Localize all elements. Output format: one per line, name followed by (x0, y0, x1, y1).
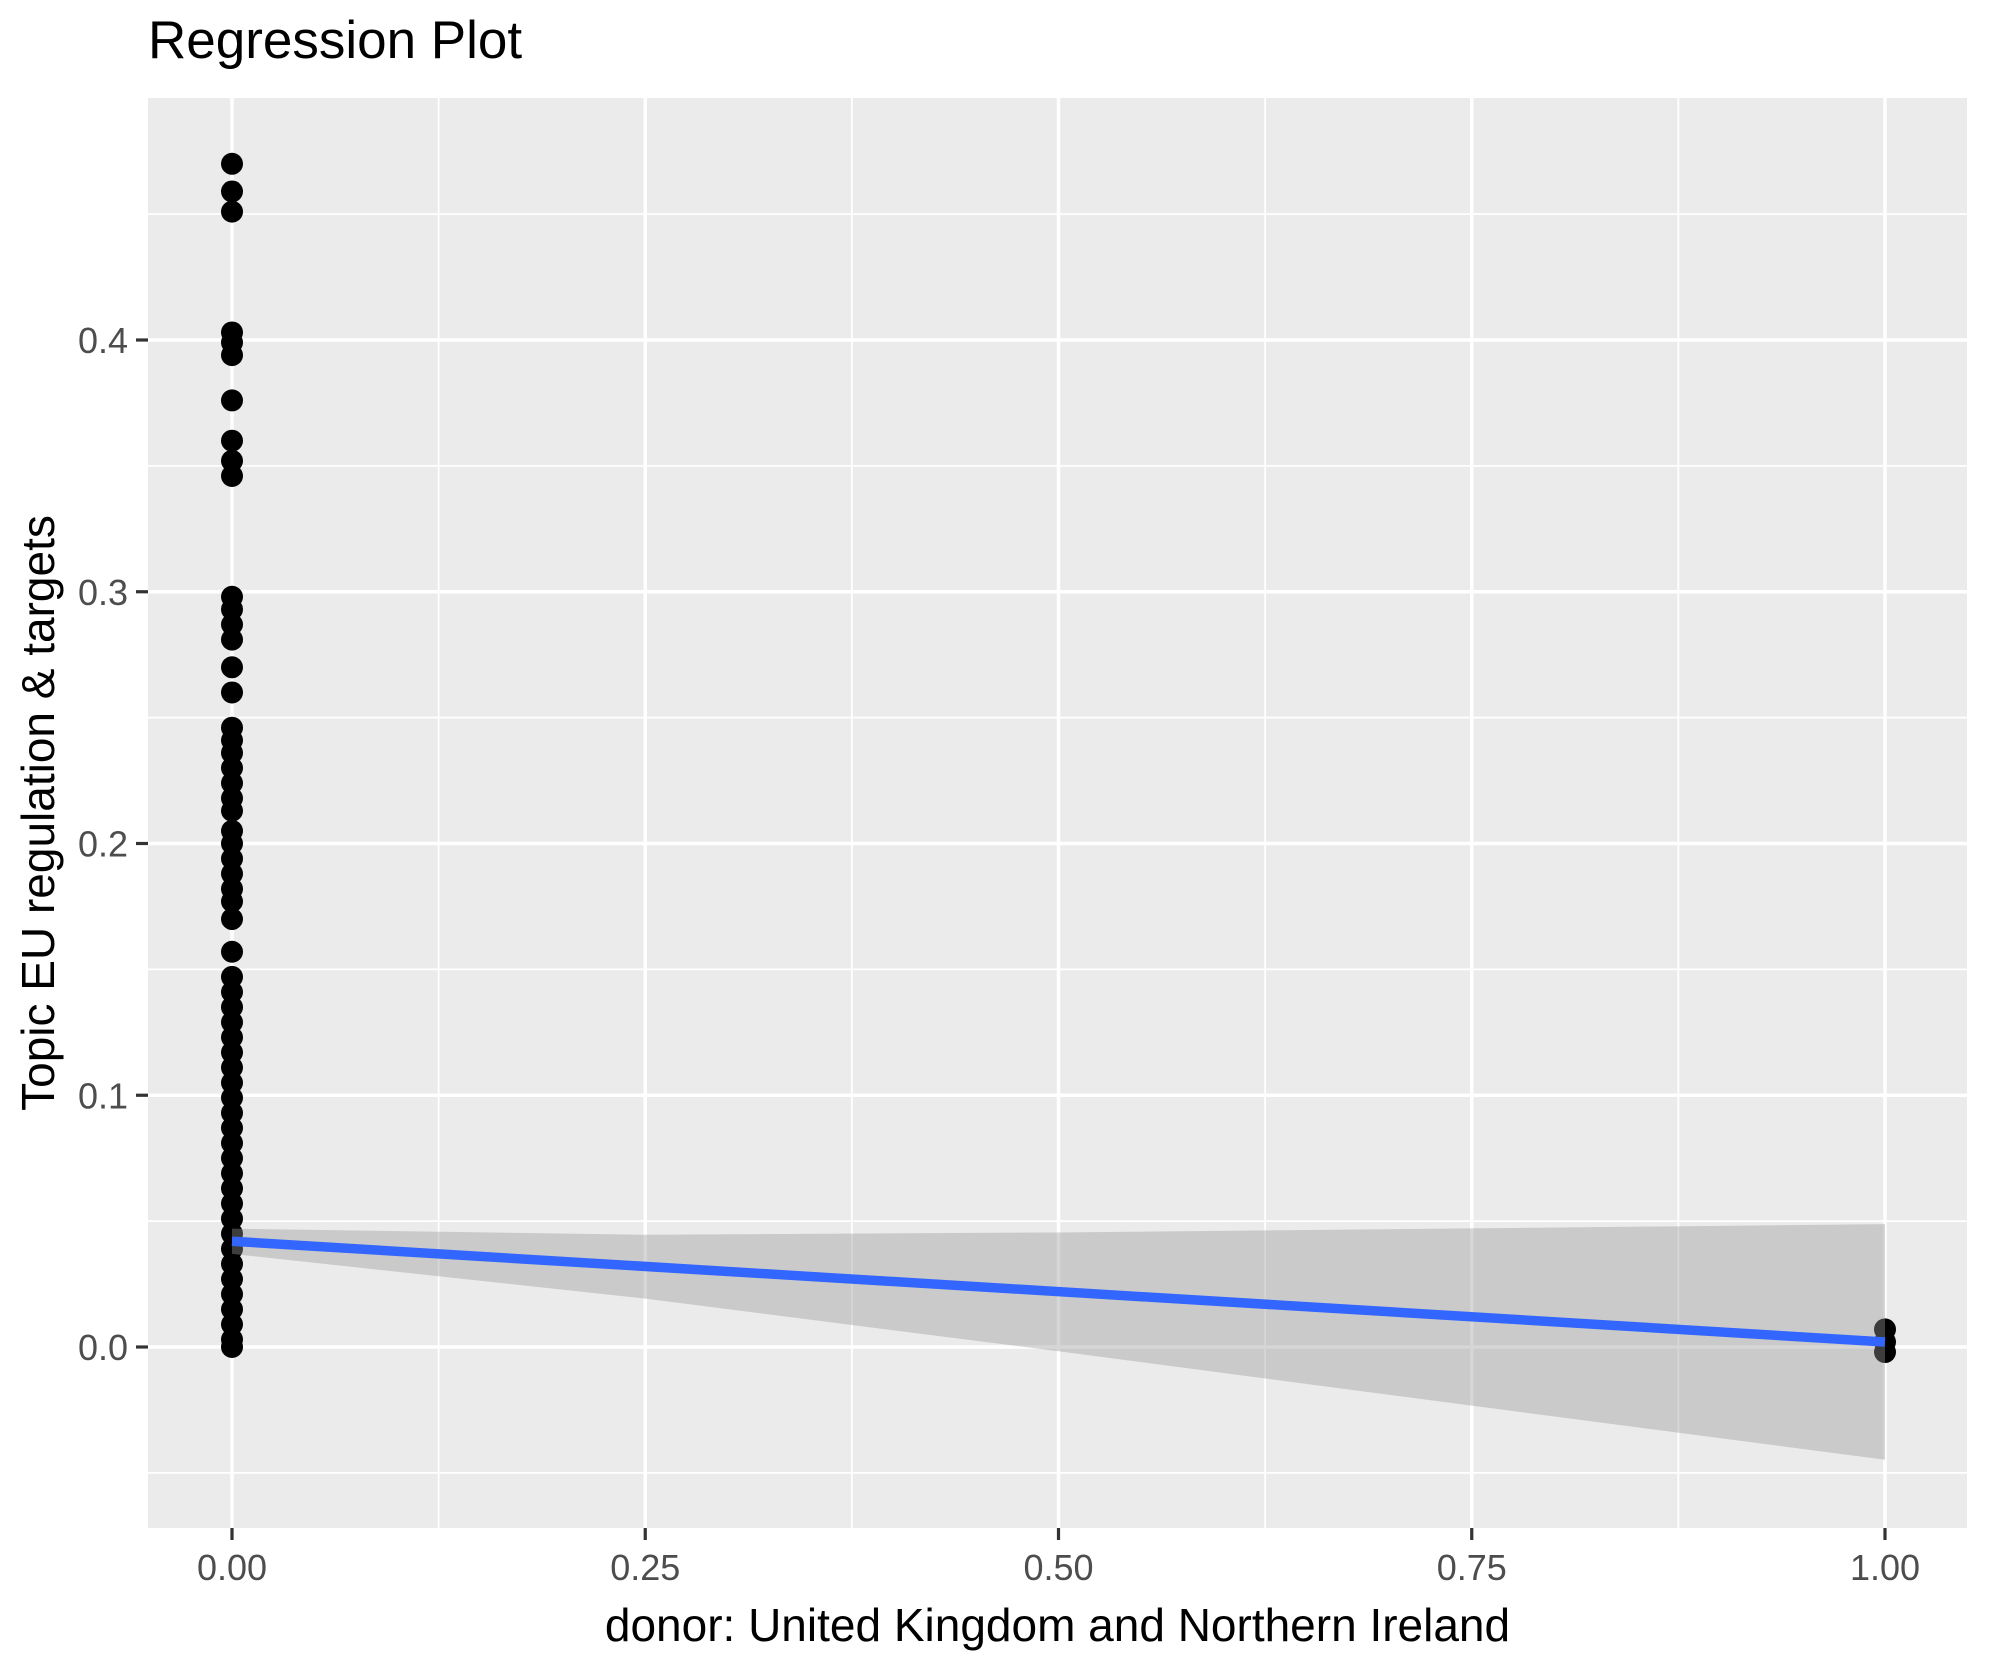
confidence-band (232, 1224, 1885, 1460)
y-tick-label: 0.4 (78, 320, 128, 361)
y-tick-label: 0.0 (78, 1327, 128, 1368)
x-axis-title: donor: United Kingdom and Northern Irela… (604, 1599, 1511, 1651)
x-tick-label: 0.00 (197, 1547, 267, 1588)
x-tick-label: 0.25 (610, 1547, 680, 1588)
y-tick-label: 0.2 (78, 824, 128, 865)
x-axis: 0.00 0.25 0.50 0.75 1.00 (197, 1528, 1920, 1588)
x-tick-label: 1.00 (1850, 1547, 1920, 1588)
y-axis-title: Topic EU regulation & targets (12, 515, 64, 1111)
y-axis: 0.0 0.1 0.2 0.3 0.4 (78, 320, 148, 1368)
y-tick-label: 0.1 (78, 1075, 128, 1116)
x-tick-label: 0.75 (1437, 1547, 1507, 1588)
plot-title: Regression Plot (148, 11, 523, 70)
scatter-points-observations-x0 (221, 152, 243, 1358)
regression-line (231, 1236, 1886, 1347)
x-tick-label: 0.50 (1023, 1547, 1093, 1588)
scatter-points-observations-x1 (1874, 1318, 1896, 1364)
y-tick-label: 0.3 (78, 572, 128, 613)
